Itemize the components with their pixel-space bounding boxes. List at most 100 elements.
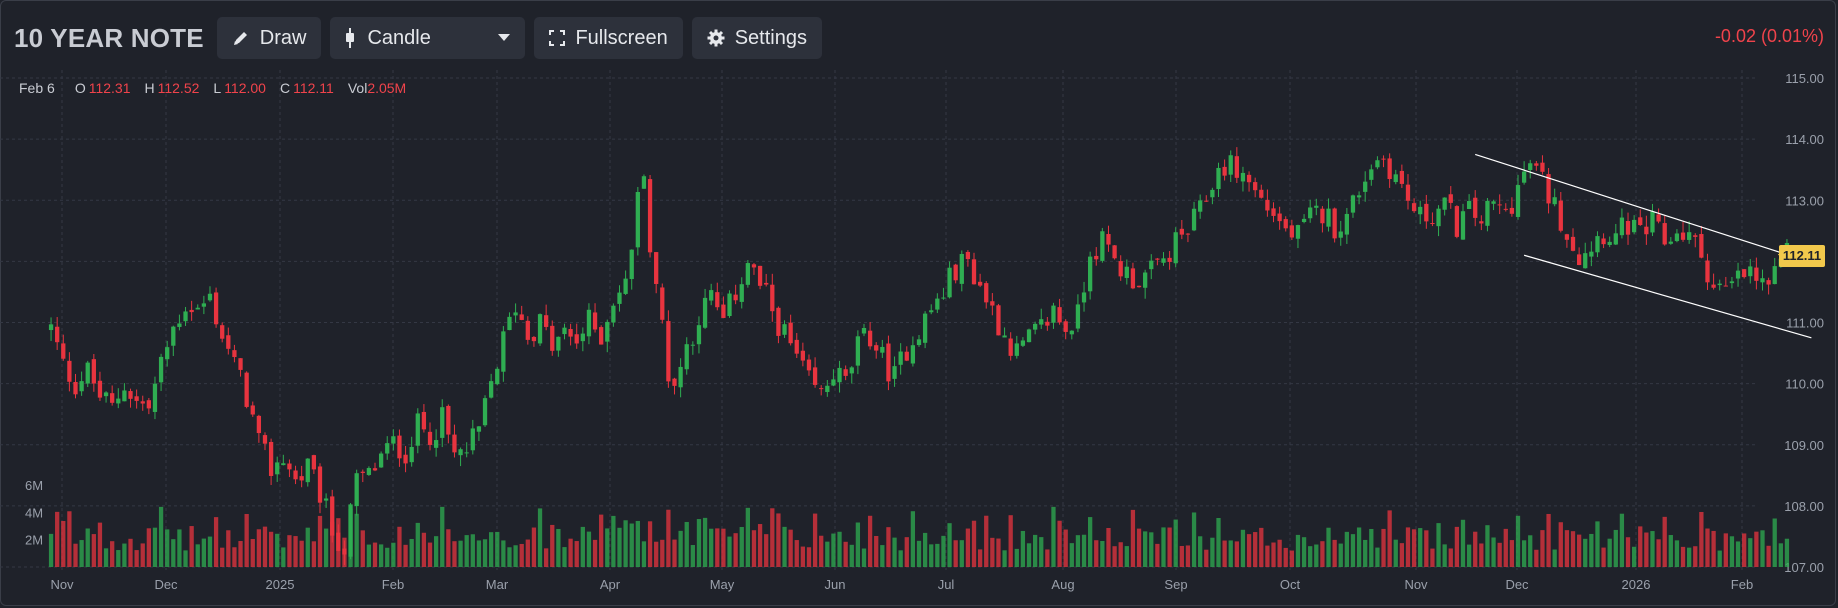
candle-body	[403, 454, 408, 464]
volume-bar	[654, 541, 659, 567]
volume-bar	[201, 538, 207, 567]
volume-bar	[452, 541, 457, 567]
candle-body	[1460, 211, 1466, 240]
candle-body	[1644, 226, 1649, 235]
volume-bar	[1576, 534, 1582, 567]
volume-bar	[922, 532, 928, 567]
candle-body	[916, 339, 922, 346]
candle-body	[140, 401, 145, 404]
volume-bar	[861, 548, 867, 567]
draw-button[interactable]: Draw	[216, 17, 322, 59]
volume-bar	[806, 547, 812, 567]
volume-bar	[867, 515, 873, 567]
candle-body	[727, 293, 732, 317]
candle-body	[1760, 278, 1765, 283]
volume-bar	[544, 548, 549, 567]
volume-bar	[207, 536, 213, 567]
volume-bar	[1699, 511, 1704, 567]
candle-body	[690, 344, 695, 346]
candle-body	[1564, 234, 1570, 240]
candle-body	[635, 192, 640, 248]
candle-body	[1167, 257, 1172, 262]
candle-body	[1271, 208, 1276, 216]
candle-body	[1039, 319, 1044, 325]
candle-body	[647, 179, 653, 253]
candle-body	[1136, 285, 1142, 288]
open-label: O	[74, 80, 86, 96]
candle-body	[1381, 158, 1386, 160]
candle-body	[1625, 221, 1631, 235]
candle-body	[996, 305, 1001, 336]
candle-body	[1436, 208, 1441, 227]
candle-body	[556, 336, 561, 351]
volume-bar	[1558, 522, 1563, 567]
volume-bar	[1032, 534, 1038, 567]
candle-body	[1320, 208, 1325, 224]
candle-body	[666, 321, 671, 382]
volume-bar	[116, 550, 121, 567]
candle-body	[550, 325, 555, 351]
volume-bar	[1149, 532, 1154, 567]
candle-body	[586, 309, 592, 337]
volume-bar	[1430, 548, 1435, 567]
candle-body	[281, 463, 286, 466]
candle-body	[1742, 269, 1747, 278]
volume-bar	[495, 531, 500, 567]
candle-body	[568, 329, 573, 337]
candle-body	[1088, 256, 1093, 292]
volume-bar	[819, 535, 824, 567]
fullscreen-button[interactable]: Fullscreen	[534, 17, 683, 59]
candle-body	[617, 292, 622, 304]
candle-body	[770, 284, 775, 312]
volume-bar	[599, 514, 604, 567]
candle-body	[702, 297, 708, 328]
settings-button[interactable]: Settings	[691, 17, 822, 59]
volume-bar	[446, 529, 451, 567]
volume-bar	[751, 530, 757, 567]
volume-bar	[1607, 538, 1612, 567]
close-value: 112.11	[293, 80, 334, 96]
x-tick-label: Feb	[1731, 577, 1753, 592]
volume-bar	[977, 549, 983, 567]
candle-body	[1729, 281, 1735, 284]
candle-body	[953, 264, 958, 281]
candle-body	[317, 466, 323, 503]
candle-body	[110, 393, 115, 403]
volume-bar	[990, 537, 995, 567]
last-price-badge: 112.11	[1779, 245, 1825, 267]
volume-bar	[947, 523, 952, 567]
volume-bar	[709, 528, 714, 567]
x-tick-label: Sep	[1164, 577, 1187, 592]
candle-body	[158, 356, 164, 383]
volume-bar	[531, 527, 537, 567]
candle-body	[177, 323, 182, 327]
volume-bar	[1075, 535, 1081, 567]
candle-body	[476, 426, 482, 432]
candle-body	[330, 496, 335, 536]
candle-body	[1454, 206, 1460, 237]
candle-body	[79, 381, 84, 392]
volume-tick-label: 6M	[25, 478, 43, 493]
open-value: 112.31	[88, 80, 131, 96]
volume-bars	[48, 506, 1790, 567]
candle-body	[977, 281, 983, 286]
x-tick-label: Dec	[154, 577, 178, 592]
candle-body	[947, 267, 952, 298]
volume-bar	[1521, 540, 1527, 567]
candle-body	[1326, 208, 1331, 227]
candle-body	[1069, 330, 1074, 335]
x-tick-label: Mar	[486, 577, 509, 592]
candle-body	[1204, 200, 1209, 202]
candle-body	[1222, 166, 1227, 176]
candle-body	[1540, 162, 1545, 172]
candle-body	[580, 333, 585, 342]
candle-body	[134, 396, 139, 401]
volume-bar	[1234, 541, 1239, 567]
volume-bar	[727, 536, 732, 567]
chart-type-select[interactable]: Candle	[330, 17, 526, 59]
candle-body	[409, 446, 414, 463]
candle-body	[684, 344, 689, 370]
volume-bar	[1693, 546, 1698, 567]
volume-bar	[1112, 546, 1117, 567]
